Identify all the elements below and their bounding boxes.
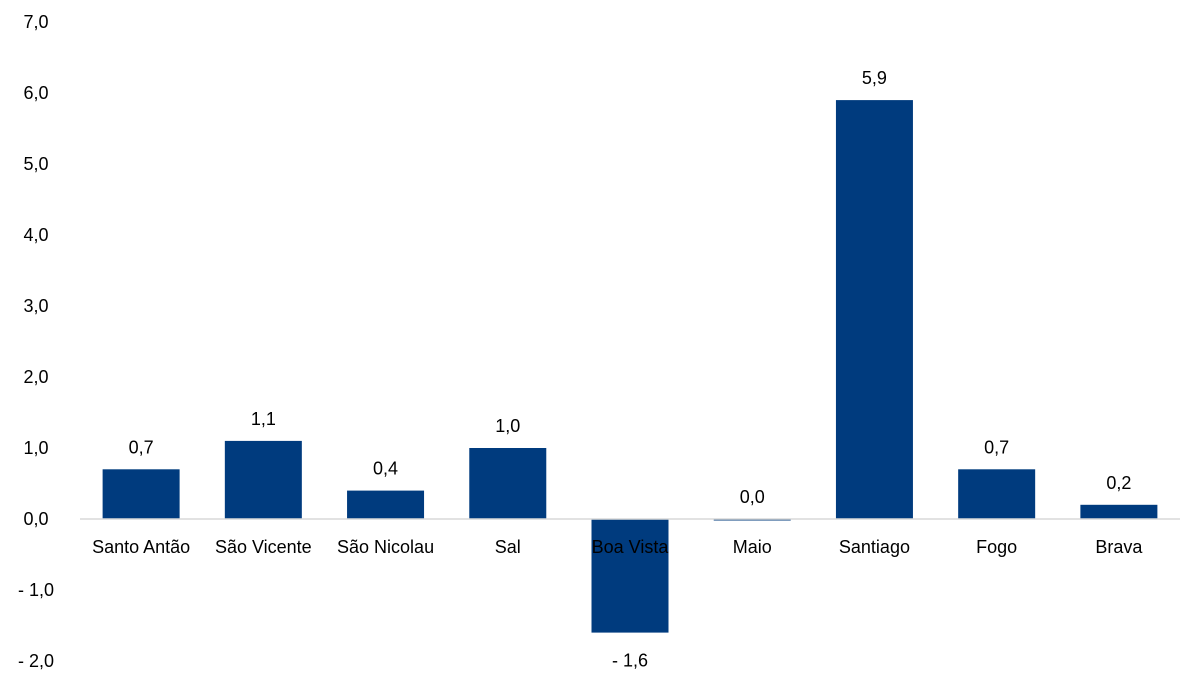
data-label: 1,0 (495, 416, 520, 436)
y-tick-label: 2,0 (23, 367, 48, 387)
data-label: 0,0 (740, 487, 765, 507)
bar-s-o-vicente (224, 440, 302, 519)
bar-santiago (835, 100, 913, 519)
data-label: 0,2 (1106, 473, 1131, 493)
y-tick-label: 3,0 (23, 296, 48, 316)
bar-sal (469, 448, 547, 519)
x-tick-label: Santiago (839, 537, 910, 557)
data-label: 0,4 (373, 459, 398, 479)
x-tick-label: Santo Antão (92, 537, 190, 557)
bar-fogo (958, 469, 1036, 519)
x-tick-label: Sal (495, 537, 521, 557)
bar-santo-ant-o (102, 469, 180, 519)
data-label: 1,1 (251, 409, 276, 429)
bar-boa-vista (591, 519, 669, 633)
x-tick-label: São Nicolau (337, 537, 434, 557)
y-tick-label: 4,0 (23, 225, 48, 245)
y-tick-label: - 2,0 (18, 651, 54, 671)
y-tick-label: 1,0 (23, 438, 48, 458)
x-tick-label: Fogo (976, 537, 1017, 557)
data-label: - 1,6 (612, 651, 648, 671)
y-tick-label: 7,0 (23, 12, 48, 32)
y-tick-label: 5,0 (23, 154, 48, 174)
y-tick-label: 6,0 (23, 83, 48, 103)
x-tick-label: Brava (1095, 537, 1143, 557)
data-label: 0,7 (129, 437, 154, 457)
y-tick-label: - 1,0 (18, 580, 54, 600)
x-tick-label: Maio (733, 537, 772, 557)
x-tick-label: São Vicente (215, 537, 312, 557)
data-label: 0,7 (984, 437, 1009, 457)
x-tick-label: Boa Vista (592, 537, 670, 557)
bar-s-o-nicolau (347, 490, 425, 519)
y-tick-label: 0,0 (23, 509, 48, 529)
data-label: 5,9 (862, 68, 887, 88)
bar-brava (1080, 504, 1158, 519)
